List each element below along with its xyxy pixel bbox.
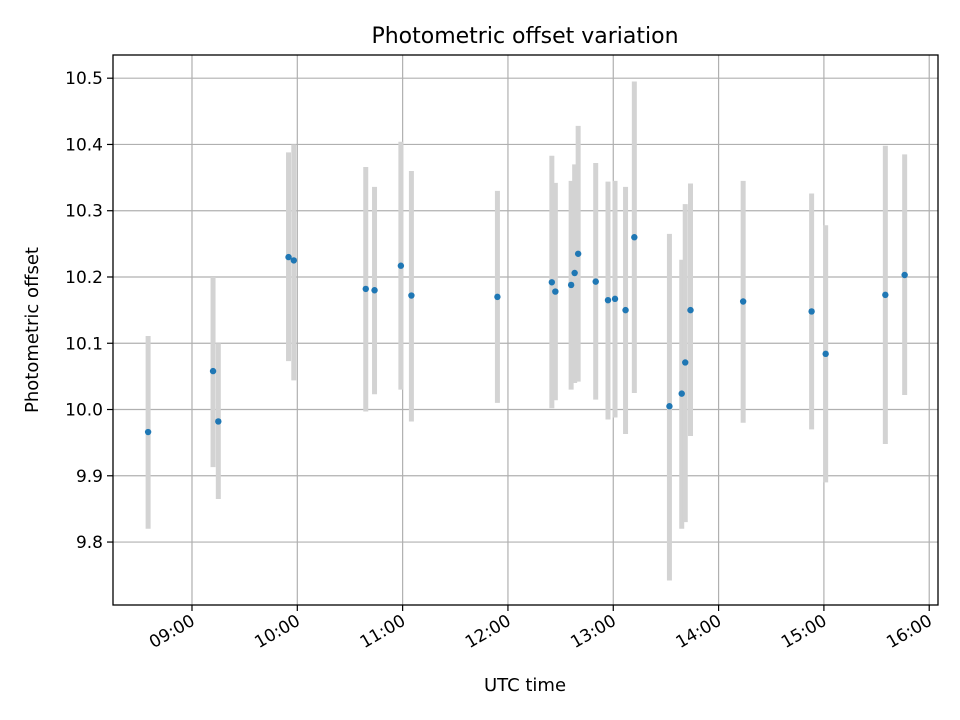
data-point [808, 308, 815, 315]
data-point [144, 428, 152, 436]
y-tick-label: 10.4 [65, 135, 103, 155]
y-tick-label: 10.5 [65, 69, 103, 89]
data-point [631, 234, 638, 241]
tick-layer: 09:00 10:00 11:00 12:00 13:00 14:00 15:00 16:00… [65, 69, 936, 653]
data-point [397, 262, 405, 269]
x-tick-label: 11:00 [357, 611, 409, 653]
data-point [408, 292, 415, 299]
data-point [611, 295, 619, 303]
y-tick-label: 10.0 [65, 401, 103, 421]
data-point [901, 271, 908, 279]
x-tick-label: 16:00 [883, 611, 935, 653]
x-axis-label: UTC time [484, 675, 566, 696]
errorbar-layer [145, 81, 908, 581]
data-point [687, 306, 694, 314]
data-point [592, 278, 599, 285]
grid-layer [113, 55, 938, 605]
x-tick-label: 13:00 [567, 611, 619, 653]
chart-title: Photometric offset variation [371, 24, 678, 49]
data-point [494, 293, 501, 301]
data-points-layer [144, 234, 908, 436]
data-point [285, 253, 292, 261]
y-tick-label: 9.9 [76, 467, 103, 487]
y-tick-label: 10.1 [65, 334, 103, 354]
x-tick-label: 15:00 [778, 611, 830, 653]
y-tick-label: 10.3 [65, 202, 103, 222]
plot-frame [112, 54, 939, 606]
x-tick-label: 09:00 [146, 611, 198, 653]
data-point [682, 359, 689, 366]
data-point [571, 269, 578, 277]
data-point [371, 287, 378, 294]
data-point [552, 288, 559, 295]
data-point [574, 250, 582, 257]
data-point [548, 279, 556, 286]
x-tick-label: 14:00 [673, 611, 725, 653]
data-point [666, 403, 673, 410]
data-point [290, 257, 297, 264]
data-point [739, 298, 747, 305]
y-tick-label: 10.2 [65, 268, 103, 288]
x-tick-label: 10:00 [251, 611, 303, 653]
y-tick-label: 9.8 [76, 533, 103, 553]
data-point [822, 350, 829, 358]
data-point [209, 367, 217, 375]
data-point [882, 291, 889, 299]
data-point [362, 285, 369, 293]
data-point [678, 390, 685, 397]
x-tick-label: 12:00 [462, 611, 514, 653]
data-point [567, 281, 575, 289]
data-point [215, 418, 222, 425]
data-point [622, 306, 629, 314]
data-point [604, 296, 612, 304]
y-axis-label: Photometric offset [22, 247, 43, 413]
